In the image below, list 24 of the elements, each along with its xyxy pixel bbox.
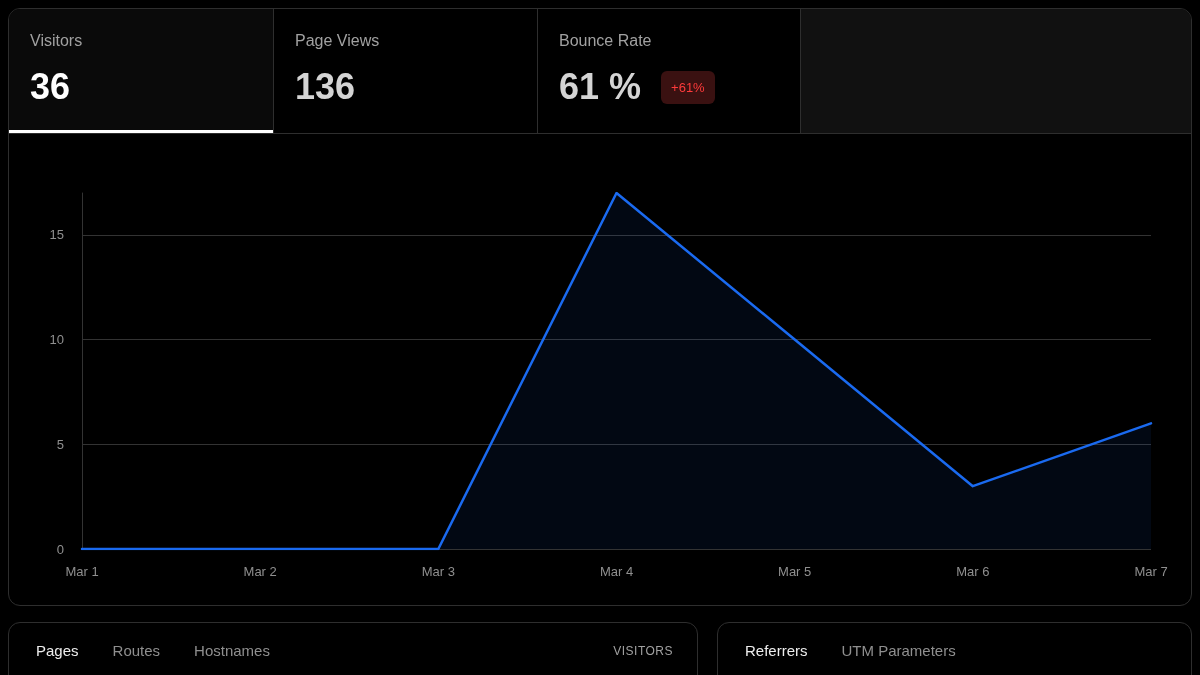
data-label: 36 (30, 66, 71, 107)
data-label: 136 (295, 66, 356, 107)
text: Routes (112, 641, 161, 661)
x-tick-label: Mar 2 (243, 564, 277, 579)
text: +61% (671, 79, 705, 95)
text: UTM Parameters (841, 641, 956, 661)
x-tick-label: Mar 7 (1134, 564, 1168, 579)
text: VISITORS (613, 643, 673, 660)
x-tick-label: Mar 6 (956, 564, 990, 579)
y-tick-label: 15 (49, 227, 64, 243)
category-label: Bounce Rate (559, 31, 653, 51)
text: Referrers (745, 641, 808, 661)
x-tick-label: Mar 4 (599, 564, 634, 579)
data-label: 61 % (559, 66, 642, 107)
text: Pages (36, 641, 79, 661)
category-label: Visitors (30, 31, 84, 51)
x-tick-label: Mar 1 (65, 564, 99, 579)
text: Hostnames (194, 641, 270, 661)
x-tick-label: Mar 5 (778, 564, 812, 579)
y-tick-label: 10 (49, 332, 64, 348)
y-tick-label: 0 (56, 541, 64, 557)
y-tick-label: 5 (56, 436, 64, 452)
category-label: Page Views (295, 31, 381, 51)
x-tick-label: Mar 3 (421, 564, 455, 579)
